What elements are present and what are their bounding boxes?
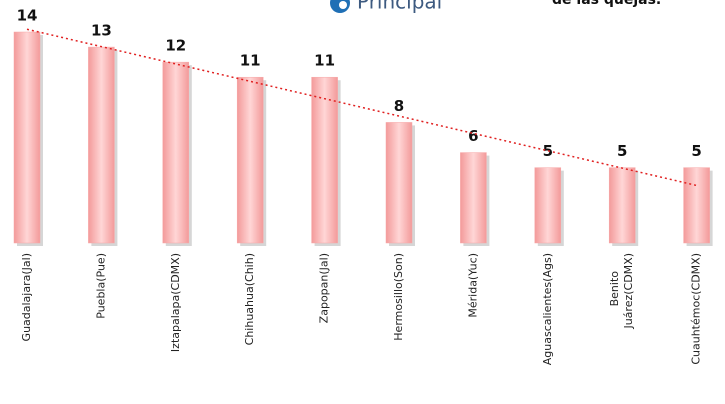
bar xyxy=(162,61,190,244)
x-tick-label: Chihuahua(Chih) xyxy=(243,253,256,345)
bar xyxy=(385,122,413,244)
value-label: 8 xyxy=(394,97,404,115)
x-tick-label: Hermosillo(Son) xyxy=(392,253,405,341)
value-label: 11 xyxy=(240,52,261,70)
value-label: 5 xyxy=(691,142,701,160)
x-tick-label: Iztapalapa(CDMX) xyxy=(169,253,182,352)
value-label: 5 xyxy=(617,142,627,160)
x-tick-label: Guadalajara(Jal) xyxy=(20,253,33,341)
bar xyxy=(311,76,338,244)
x-tick-label: Cuauhtémoc(CDMX) xyxy=(690,253,703,365)
value-label: 13 xyxy=(91,22,112,40)
value-label: 12 xyxy=(165,37,186,55)
bar xyxy=(13,31,41,244)
x-tick-label: Zapopan(Jal) xyxy=(318,253,331,323)
bar xyxy=(460,152,487,244)
value-label: 5 xyxy=(543,142,553,160)
x-tick-label: Aguascalientes(Ags) xyxy=(541,253,554,365)
logo-icon-hole xyxy=(339,1,347,9)
bar xyxy=(608,167,636,244)
bar xyxy=(88,46,115,244)
bar xyxy=(683,167,710,244)
value-label: 11 xyxy=(314,52,335,70)
x-tick-label: BenitoJuárez(CDMX) xyxy=(608,253,635,330)
bar xyxy=(534,167,562,244)
value-label: 6 xyxy=(468,127,478,145)
value-label: 14 xyxy=(17,7,38,25)
logo-text: Principal xyxy=(357,0,442,14)
subtitle-fragment: de las quejas. xyxy=(552,0,661,8)
bar xyxy=(236,76,264,244)
x-tick-label: Puebla(Pue) xyxy=(94,253,107,319)
x-tick-label: Mérida(Yuc) xyxy=(466,253,479,318)
trendline xyxy=(26,28,697,187)
